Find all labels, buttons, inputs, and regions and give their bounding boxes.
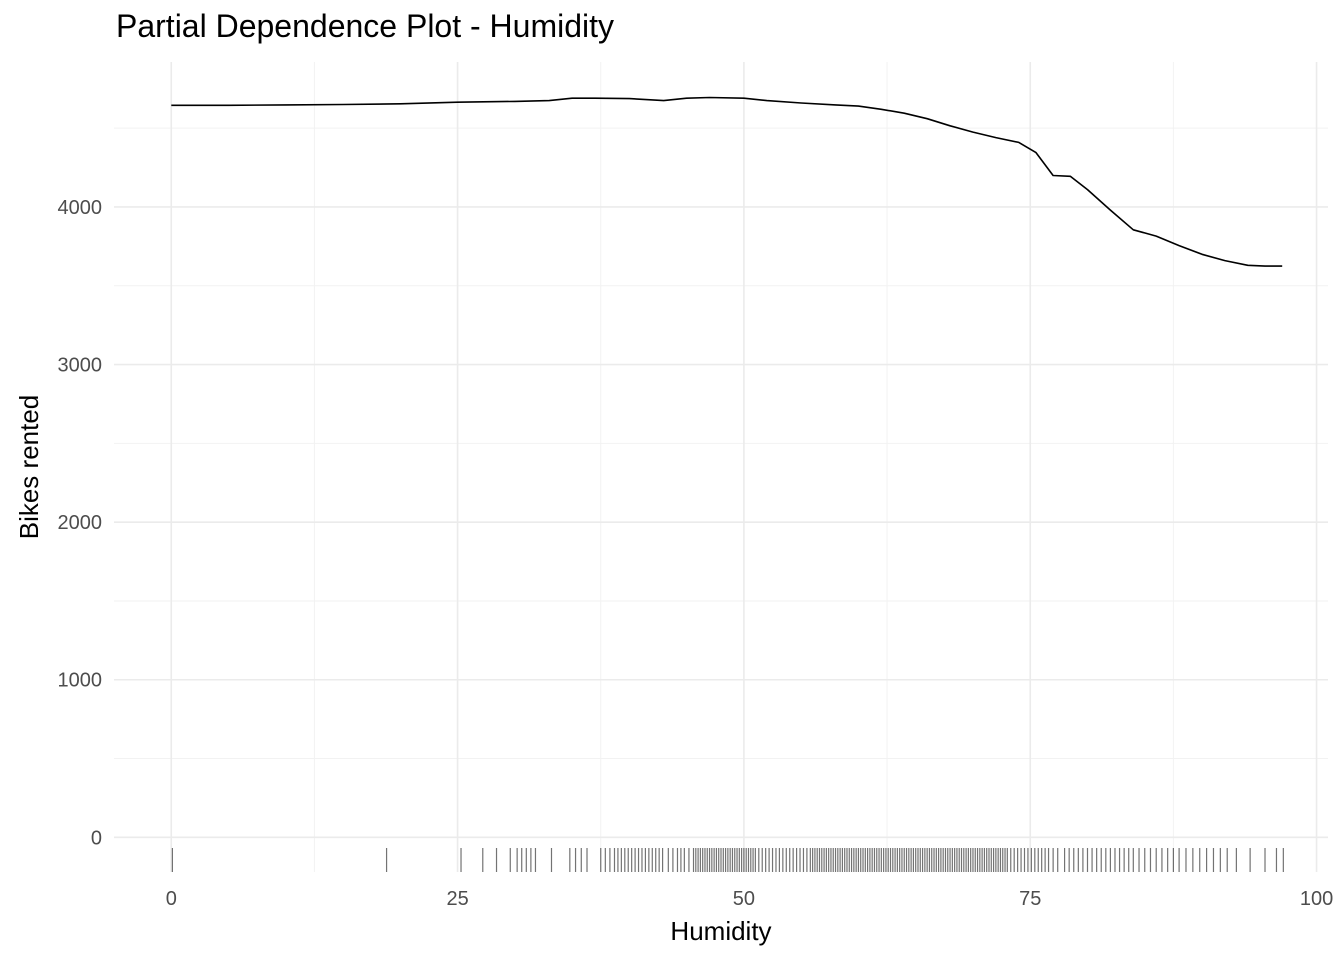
x-tick-label: 50 [733,888,755,910]
y-tick-label: 4000 [58,197,103,219]
y-tick-label: 0 [91,827,102,849]
y-tick-label: 2000 [58,512,103,534]
grid-lines [114,62,1328,872]
pdp-line [171,96,1283,267]
x-tick-label: 0 [166,888,177,910]
x-tick-labels: 0 25 50 75 100 [166,888,1334,910]
x-axis-title: Humidity [670,916,771,946]
y-tick-labels: 0 1000 2000 3000 4000 [58,197,103,849]
x-tick-label: 25 [446,888,468,910]
series-group [171,96,1283,267]
x-tick-label: 100 [1300,888,1333,910]
y-axis-title: Bikes rented [14,395,44,540]
x-tick-label: 75 [1019,888,1041,910]
y-tick-label: 1000 [58,670,103,692]
rug-ticks [171,848,1284,872]
y-tick-label: 3000 [58,355,103,377]
chart-title: Partial Dependence Plot - Humidity [116,8,615,44]
